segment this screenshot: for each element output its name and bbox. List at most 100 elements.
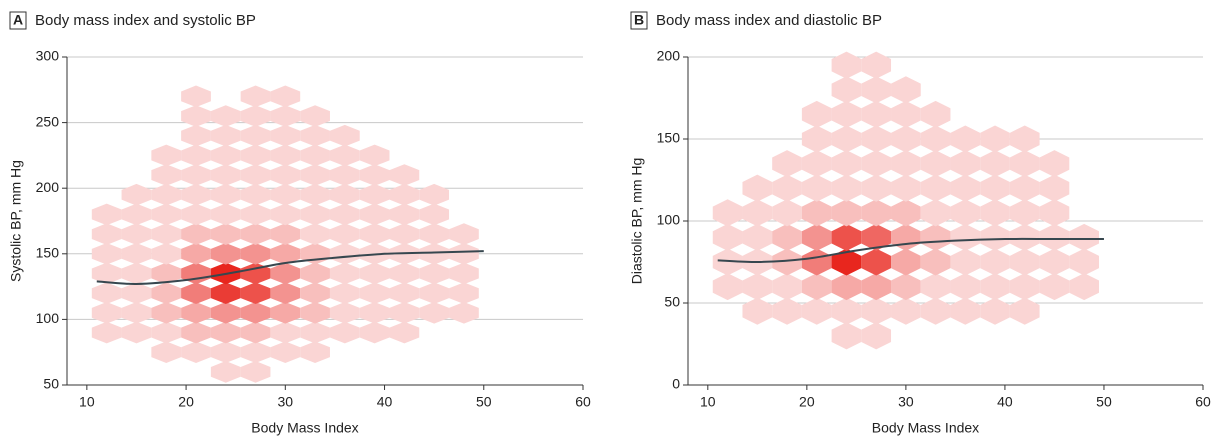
hexbin-cell: [329, 223, 360, 245]
hexbin-cell: [920, 174, 951, 202]
hexbin-cell: [210, 282, 241, 304]
hexbin-cell: [419, 262, 450, 285]
hexbin-cell: [920, 248, 951, 276]
hexbin-cell: [742, 297, 773, 325]
hexbin-cell: [891, 199, 921, 227]
hexbin-cell: [121, 321, 152, 344]
hexbin-cell: [181, 282, 211, 304]
hexbin-cell: [861, 273, 892, 301]
hexbin-cell: [801, 125, 832, 153]
hexbin-cell: [121, 282, 152, 304]
y-tick-label: 200: [36, 179, 60, 195]
hexbin-cell: [449, 302, 479, 324]
x-tick-label: 40: [997, 394, 1013, 410]
hexbin-cell: [801, 223, 832, 251]
hexbin-cell: [1009, 125, 1040, 153]
hexbin-cell: [91, 203, 122, 226]
hexbin-cell: [419, 302, 450, 324]
hexbin-cell: [329, 203, 360, 226]
hexbin-cell: [389, 183, 420, 206]
hexbin-cell: [980, 150, 1010, 178]
hexbin-cell: [270, 282, 301, 304]
x-tick-label: 30: [898, 394, 914, 410]
hexbin-cell: [861, 125, 892, 153]
hexbin-cell: [861, 51, 892, 79]
hexbin-cell: [449, 262, 479, 285]
hexbin-cell: [831, 322, 862, 350]
hexbin-cell: [300, 302, 330, 324]
hexbin-cell: [329, 144, 360, 167]
hexbin-cell: [91, 242, 122, 265]
hexbin-cell: [91, 302, 122, 324]
hexbin-cell: [801, 199, 832, 227]
y-axis-label: Systolic BP, mm Hg: [8, 160, 24, 282]
hexbin-cell: [742, 199, 773, 227]
panel-label-box: [9, 11, 27, 30]
hexbin-cell: [210, 341, 241, 364]
hexbin-cell: [891, 248, 921, 276]
hexbin-cell: [950, 273, 981, 301]
hexbin-cell: [240, 302, 271, 324]
y-tick-label: 100: [657, 212, 681, 228]
hexbin-cell: [240, 85, 271, 108]
hexbin-cell: [151, 321, 182, 344]
hexbin-cell: [181, 341, 211, 364]
x-tick-label: 50: [476, 394, 492, 410]
hexbin-cell: [449, 282, 479, 304]
hexbin-cell: [712, 199, 743, 227]
hexbin-cell: [121, 242, 152, 265]
x-tick-label: 50: [1096, 394, 1112, 410]
hexbin-cell: [181, 105, 211, 127]
hexbin-cell: [831, 174, 862, 202]
hexbin-cell: [210, 302, 241, 324]
hexbin-cell: [240, 183, 271, 206]
hexbin-cell: [389, 223, 420, 245]
hexbin-cell: [91, 321, 122, 344]
y-axis-label: Diastolic BP, mm Hg: [629, 158, 645, 285]
hexbin-cell: [861, 150, 892, 178]
hexbin-cell: [181, 85, 211, 108]
hexbin-cell: [980, 174, 1010, 202]
hexbin-cell: [240, 203, 271, 226]
hexbin-cell: [801, 273, 832, 301]
hexbin-cell: [712, 248, 743, 276]
hexbin-cell: [210, 203, 241, 226]
hexbin-cell: [389, 262, 420, 285]
hexbin-cell: [240, 124, 271, 147]
y-tick-label: 250: [36, 113, 60, 129]
hexbin-cell: [300, 183, 330, 206]
hexbin-cell: [151, 183, 182, 206]
hexbin-cell: [270, 262, 301, 285]
hexbin-cell: [210, 144, 241, 167]
hexbin-cell: [270, 183, 301, 206]
hexbin-cell: [920, 199, 951, 227]
hexbin-cell: [389, 282, 420, 304]
hexbin-cell: [329, 282, 360, 304]
hexbin-cell: [831, 51, 862, 79]
hexbin-cell: [861, 248, 892, 276]
x-axis-label: Body Mass Index: [872, 420, 979, 436]
hexbin-cell: [329, 321, 360, 344]
hexbin-cell: [270, 124, 301, 147]
hexbin-cell: [270, 341, 301, 364]
hexbin-cell: [270, 223, 301, 245]
hexbin-cell: [240, 282, 271, 304]
hexbin-cell: [270, 105, 301, 127]
hexbin-cell: [1009, 174, 1040, 202]
hexbin-cell: [1069, 248, 1100, 276]
hexbin-cell: [210, 105, 241, 127]
hexbin-cell: [270, 164, 301, 186]
hexbin-cell: [831, 273, 862, 301]
fit-line: [717, 237, 1104, 264]
hexbin-cell: [240, 105, 271, 127]
hexbin-cell: [359, 144, 390, 167]
hexbin-cell: [240, 242, 271, 265]
hexbin-cell: [1069, 273, 1100, 301]
hexbin-cell: [359, 262, 390, 285]
x-tick-label: 40: [377, 394, 393, 410]
hexbin-cell: [240, 262, 271, 285]
hexbin-cell: [359, 203, 390, 226]
x-tick-label: 10: [700, 394, 716, 410]
hexbin-cell: [151, 302, 182, 324]
hexbin-cell: [210, 361, 241, 383]
